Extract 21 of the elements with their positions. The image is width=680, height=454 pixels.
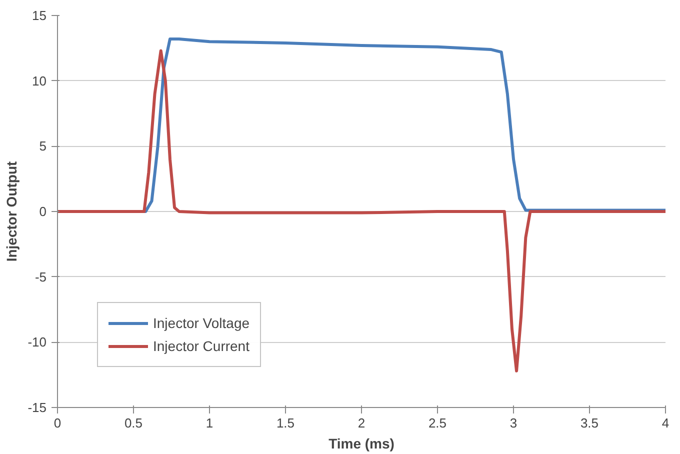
legend-label: Injector Current [153, 338, 250, 354]
x-tick-label: 0 [54, 416, 62, 430]
x-tick-label: 0.5 [124, 416, 143, 430]
x-tick-label: 2 [358, 416, 366, 430]
y-tick-label: 10 [32, 73, 47, 88]
y-tick-label: 5 [39, 138, 47, 154]
x-tick-label: 2.5 [428, 416, 447, 430]
y-axis-title: Injector Output [4, 161, 20, 262]
legend-label: Injector Voltage [153, 315, 250, 331]
x-tick-label: 1.5 [276, 416, 295, 430]
y-tick-label: -5 [34, 269, 47, 284]
line-series [58, 49, 666, 372]
x-tick-label: 3 [510, 416, 518, 430]
y-tick-label: 15 [32, 8, 47, 23]
x-axis-title: Time (ms) [328, 436, 394, 452]
y-tick-label: -15 [28, 400, 47, 415]
y-tick-label: -10 [28, 334, 47, 350]
x-tick-label: 1 [206, 416, 214, 430]
x-tick-label: 3.5 [580, 416, 599, 430]
x-tick-label: 4 [662, 416, 670, 430]
y-tick-label: 0 [39, 204, 47, 219]
